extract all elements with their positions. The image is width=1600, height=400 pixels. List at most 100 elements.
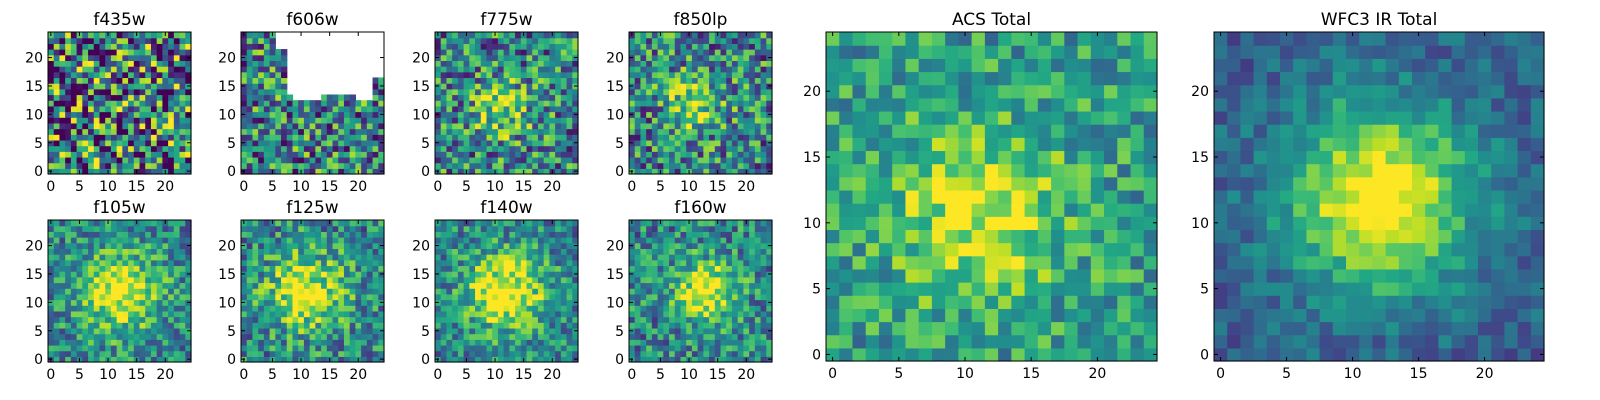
heatmap-cell [475, 350, 482, 357]
heatmap-cell [122, 299, 129, 306]
heatmap-cell [76, 265, 83, 272]
heatmap-cell [509, 134, 516, 141]
heatmap-cell [275, 134, 282, 141]
heatmap-cell [99, 316, 106, 323]
heatmap-cell [53, 322, 61, 329]
heatmap-cell [572, 237, 579, 244]
heatmap-cell [48, 162, 55, 169]
heatmap-cell [486, 356, 493, 363]
heatmap-cell [629, 105, 636, 113]
heatmap-cell [343, 111, 351, 118]
heatmap-cell [343, 299, 351, 306]
heatmap-cell [520, 259, 528, 267]
heatmap-cell [720, 293, 727, 301]
heatmap-cell [48, 94, 55, 101]
heatmap-cell [53, 94, 61, 101]
heatmap-cell [497, 156, 505, 164]
heatmap-cell [88, 168, 95, 175]
heatmap-cell [440, 316, 448, 323]
heatmap-cell [640, 316, 647, 323]
x-tick-label: 20 [156, 179, 174, 195]
heatmap-cell [326, 225, 334, 232]
heatmap-cell [93, 310, 101, 318]
heatmap-cell [309, 271, 316, 278]
heatmap-cell [70, 145, 78, 152]
heatmap-cell [59, 49, 66, 56]
heatmap-cell [105, 88, 112, 96]
heatmap-cell [122, 66, 129, 73]
heatmap-cell [497, 111, 505, 118]
heatmap-cell [281, 225, 288, 232]
heatmap-cell [145, 225, 152, 232]
heatmap-cell [269, 66, 276, 73]
heatmap-cell [133, 242, 141, 249]
heatmap-cell [48, 145, 55, 152]
heatmap-cell [457, 139, 465, 147]
heatmap-cell [162, 43, 169, 50]
heatmap-cell [378, 288, 385, 295]
heatmap-cell [737, 327, 744, 335]
heatmap-cell [82, 242, 89, 249]
heatmap-cell [629, 88, 636, 96]
heatmap-cell [298, 134, 305, 141]
heatmap-cell [162, 237, 169, 244]
heatmap-cell [168, 145, 175, 152]
heatmap-cell [292, 220, 299, 227]
heatmap-cell [720, 305, 727, 312]
heatmap-cell [703, 66, 710, 73]
x-tick-label: 5 [462, 367, 471, 383]
heatmap-cell [566, 128, 573, 135]
heatmap-cell [378, 134, 385, 141]
heatmap-cell [703, 88, 710, 96]
heatmap-cell [139, 356, 146, 363]
heatmap-cell [53, 225, 61, 232]
heatmap-cell [697, 231, 704, 238]
heatmap-cell [93, 151, 101, 158]
heatmap-cell [537, 32, 545, 39]
heatmap-cell [526, 288, 533, 295]
heatmap-cell [361, 316, 368, 323]
heatmap-cell [88, 327, 95, 335]
heatmap-cell [173, 254, 181, 261]
heatmap-cell [355, 293, 362, 301]
heatmap-cell [281, 162, 288, 169]
heatmap-cell [754, 356, 762, 363]
heatmap-cell [446, 66, 453, 73]
heatmap-cell [526, 231, 533, 238]
heatmap-cell [110, 231, 118, 238]
heatmap-cell [162, 162, 169, 169]
heatmap-cell [440, 88, 448, 96]
heatmap-cell [709, 327, 716, 335]
heatmap-cell [258, 151, 265, 158]
heatmap-cell [133, 139, 141, 147]
heatmap-cell [634, 299, 642, 306]
heatmap-cell [246, 162, 254, 169]
heatmap-cell [646, 265, 653, 272]
heatmap-cell [651, 310, 659, 318]
heatmap-cell [378, 117, 385, 124]
heatmap-cell [168, 111, 175, 118]
heatmap-cell [185, 100, 192, 107]
heatmap-cell [122, 271, 129, 278]
heatmap-cell [298, 111, 305, 118]
heatmap-cell [492, 151, 499, 158]
heatmap-cell [543, 83, 550, 90]
heatmap-cell [503, 316, 510, 323]
heatmap-cell [663, 37, 670, 44]
heatmap-cell [252, 237, 259, 244]
heatmap-cell [298, 162, 305, 169]
heatmap-cell [686, 282, 693, 289]
heatmap-cell [116, 322, 123, 329]
heatmap-cell [435, 259, 442, 267]
heatmap-cell [646, 310, 653, 318]
heatmap-cell [657, 339, 664, 346]
heatmap-cell [88, 145, 95, 152]
y-tick-label: 0 [227, 352, 236, 368]
heatmap-cell [315, 220, 322, 227]
heatmap-cell [150, 54, 158, 61]
heatmap-cell [560, 265, 568, 272]
heatmap-cell [315, 282, 322, 289]
heatmap-cell [435, 94, 442, 101]
heatmap-cell [509, 305, 516, 312]
heatmap-cell [139, 83, 146, 90]
